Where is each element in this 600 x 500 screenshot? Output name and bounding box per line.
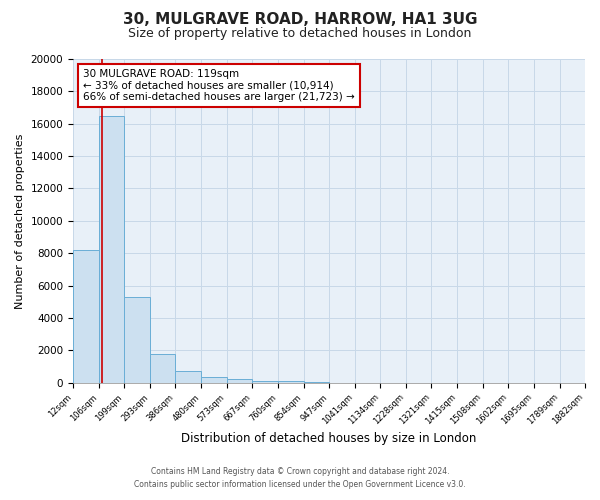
Bar [73,250,99,382]
Bar [201,377,227,382]
X-axis label: Distribution of detached houses by size in London: Distribution of detached houses by size … [181,432,477,445]
Bar [253,381,278,382]
Bar [175,370,201,382]
Y-axis label: Number of detached properties: Number of detached properties [15,133,25,308]
Text: Contains HM Land Registry data © Crown copyright and database right 2024.
Contai: Contains HM Land Registry data © Crown c… [134,468,466,489]
Bar [278,381,304,382]
Bar [124,297,150,382]
Bar [227,380,253,382]
Bar [99,116,124,382]
Bar [150,354,175,382]
Text: Size of property relative to detached houses in London: Size of property relative to detached ho… [128,28,472,40]
Text: 30, MULGRAVE ROAD, HARROW, HA1 3UG: 30, MULGRAVE ROAD, HARROW, HA1 3UG [123,12,477,28]
Text: 30 MULGRAVE ROAD: 119sqm
← 33% of detached houses are smaller (10,914)
66% of se: 30 MULGRAVE ROAD: 119sqm ← 33% of detach… [83,68,355,102]
